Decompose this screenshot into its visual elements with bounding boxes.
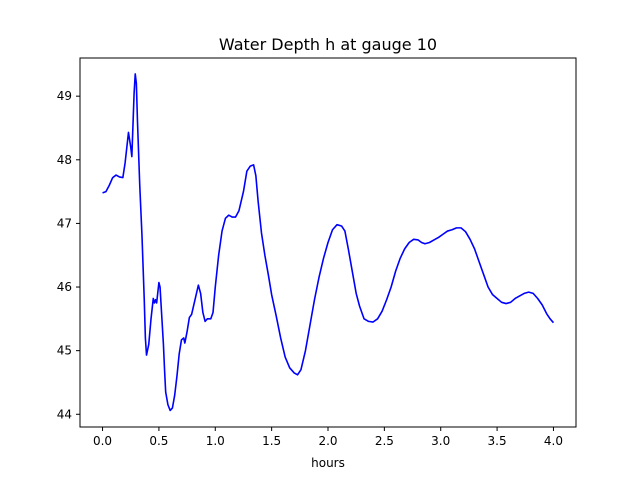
y-tick-label: 47 bbox=[57, 216, 72, 230]
x-tick-label: 2.0 bbox=[318, 434, 337, 448]
x-tick-label: 0.5 bbox=[149, 434, 168, 448]
y-tick-label: 44 bbox=[57, 407, 72, 421]
y-tick-label: 45 bbox=[57, 344, 72, 358]
plot-series bbox=[102, 73, 555, 412]
series-line bbox=[102, 73, 555, 412]
x-tick-label: 1.0 bbox=[206, 434, 225, 448]
y-tick-label: 49 bbox=[57, 89, 72, 103]
x-tick-label: 4.0 bbox=[544, 434, 563, 448]
y-axis: 44 45 46 47 48 49 bbox=[57, 89, 80, 421]
x-axis-label: hours bbox=[311, 456, 345, 470]
y-tick-label: 46 bbox=[57, 280, 72, 294]
x-tick-label: 3.5 bbox=[488, 434, 507, 448]
chart-title: Water Depth h at gauge 10 bbox=[219, 35, 437, 54]
x-axis: 0.0 0.5 1.0 1.5 2.0 2.5 3.0 3.5 4.0 bbox=[93, 427, 563, 448]
x-tick-label: 1.5 bbox=[262, 434, 281, 448]
x-tick-label: 2.5 bbox=[375, 434, 394, 448]
x-tick-label: 3.0 bbox=[431, 434, 450, 448]
x-tick-label: 0.0 bbox=[93, 434, 112, 448]
y-tick-label: 48 bbox=[57, 153, 72, 167]
